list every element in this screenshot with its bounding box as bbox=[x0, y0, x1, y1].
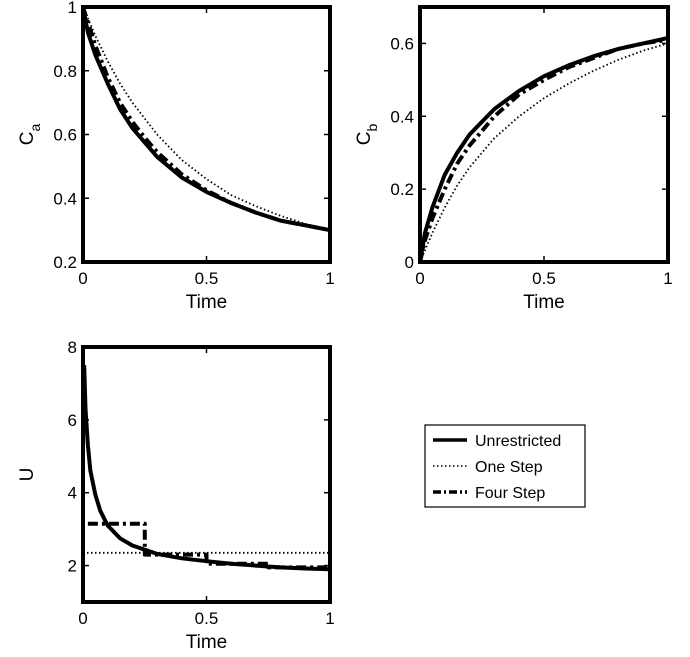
series-line-unrestricted bbox=[83, 365, 330, 572]
x-axis-label: Time bbox=[523, 292, 565, 313]
legend: Unrestricted One Step Four Step bbox=[424, 424, 586, 508]
x-axis-label: Time bbox=[186, 632, 228, 653]
y-tick-label: 2 bbox=[68, 557, 77, 576]
x-tick-label: 1 bbox=[325, 609, 334, 628]
series-line-unrestricted bbox=[83, 7, 330, 233]
x-tick-label: 0.5 bbox=[532, 269, 556, 288]
x-tick-label: 1 bbox=[325, 269, 334, 288]
legend-label: One Step bbox=[475, 459, 543, 476]
y-axis-label: Cb bbox=[354, 124, 380, 146]
y-tick-label: 0.6 bbox=[53, 126, 77, 145]
series-line-four-step bbox=[87, 521, 330, 570]
x-tick-label: 0.5 bbox=[195, 609, 219, 628]
series-line-one-step bbox=[420, 42, 668, 262]
y-tick-label: 6 bbox=[68, 411, 77, 430]
subplot-3: 0 0.5 1 2 4 6 8 Time U Unrestricted One Step Four S… bbox=[17, 338, 586, 653]
y-tick-label: 0.4 bbox=[390, 107, 414, 126]
y-tick-label: 0.4 bbox=[53, 189, 77, 208]
x-tick-label: 0.5 bbox=[195, 269, 219, 288]
series-line-one-step bbox=[83, 7, 330, 231]
y-tick-label: 0.2 bbox=[390, 180, 414, 199]
series-line-four-step bbox=[420, 37, 668, 262]
series-line-four-step bbox=[83, 7, 330, 233]
y-axis-label: U bbox=[17, 468, 38, 482]
legend-label: Unrestricted bbox=[475, 433, 561, 450]
x-axis-label: Time bbox=[186, 292, 228, 313]
x-tick-label: 0 bbox=[78, 269, 87, 288]
y-tick-label: 1 bbox=[68, 0, 77, 17]
x-tick-label: 1 bbox=[663, 269, 672, 288]
legend-label: Four Step bbox=[475, 485, 545, 502]
series-line-unrestricted bbox=[420, 36, 668, 262]
axes-frame bbox=[81, 345, 332, 604]
subplot-2: 0 0.5 1 0 0.2 0.4 0.6 Time Cb bbox=[354, 5, 673, 313]
x-tick-label: 0 bbox=[78, 609, 87, 628]
x-tick-label: 0 bbox=[415, 269, 424, 288]
y-tick-label: 0 bbox=[405, 253, 414, 272]
y-tick-label: 0.6 bbox=[390, 34, 414, 53]
y-tick-label: 0.8 bbox=[53, 62, 77, 81]
y-tick-label: 0.2 bbox=[53, 253, 77, 272]
y-tick-label: 8 bbox=[68, 338, 77, 357]
y-tick-label: 4 bbox=[68, 484, 77, 503]
subplot-1: 0 0.5 1 0.2 0.4 0.6 0.8 1 Time Ca bbox=[17, 0, 335, 313]
y-axis-label: Ca bbox=[17, 124, 43, 146]
